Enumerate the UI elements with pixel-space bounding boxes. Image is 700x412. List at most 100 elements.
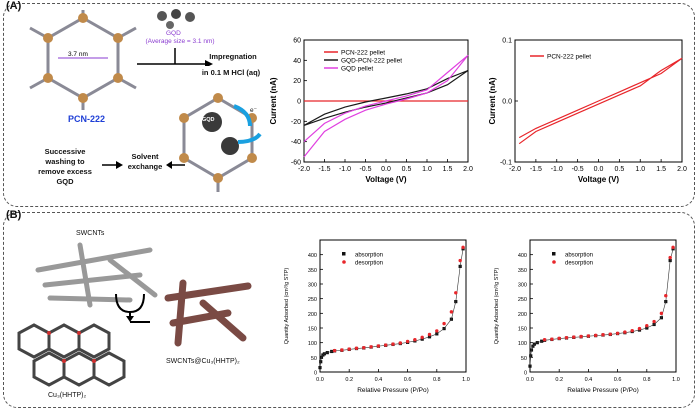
data-point-desorption <box>671 245 675 250</box>
data-point-desorption <box>347 347 351 351</box>
x-tick-label: -0.5 <box>359 166 371 173</box>
x-tick-label: 1.0 <box>635 166 645 173</box>
data-point-desorption <box>564 335 569 340</box>
y-tick-label: 100 <box>308 341 317 347</box>
y-axis-label: Quantity Adsorbed (cm³/g STP) <box>494 268 500 345</box>
legend-marker <box>552 252 556 256</box>
data-point-desorption <box>435 329 439 333</box>
legend-label: absorption <box>565 253 593 259</box>
data-point-desorption <box>601 333 605 337</box>
data-point-desorption <box>615 331 620 335</box>
y-axis-label: Current (nA) <box>488 77 497 124</box>
x-tick-label: 1.5 <box>443 166 453 173</box>
panel-b-label: (B) <box>6 209 22 221</box>
data-point-desorption <box>664 294 668 298</box>
x-tick-label: 0.0 <box>594 166 604 173</box>
y-tick-label: 0.1 <box>502 38 512 45</box>
data-point-desorption <box>454 291 458 295</box>
data-point-desorption <box>652 319 656 324</box>
data-point-desorption <box>384 343 388 347</box>
step-wash-1: Successive <box>44 147 86 156</box>
gqd-dots <box>157 9 195 29</box>
y-tick-label: 0 <box>314 371 317 377</box>
y-tick-label: -20 <box>291 119 301 126</box>
data-point-desorption <box>586 334 591 338</box>
isotherm-chart-1: 0.0 0.2 0.4 0.6 0.8 1.0 0 50 100 150 200 250 300 350 4… <box>284 239 470 394</box>
legend-label: GQD pellet <box>341 66 373 73</box>
step-wash-2: washing to <box>45 157 85 166</box>
data-point-desorption <box>332 348 337 353</box>
series-line-absorption <box>529 248 674 367</box>
x-tick-label: -1.5 <box>318 166 330 173</box>
y-tick-label: 200 <box>308 312 317 318</box>
x-tick-label: 0.5 <box>615 166 625 173</box>
step-solvent-1: Solvent <box>131 152 159 161</box>
data-point-desorption <box>668 255 672 260</box>
data-point-desorption <box>369 345 373 349</box>
step-wash-3: remove excess <box>38 167 92 176</box>
x-tick-label: 1.0 <box>462 377 470 383</box>
data-point-desorption <box>442 321 446 326</box>
x-tick-label: 0.6 <box>614 377 622 383</box>
y-tick-label: 40 <box>293 58 301 65</box>
composite-label: SWCNTs@Cu₃(HHTP)₂ <box>166 358 240 365</box>
y-tick-label: 0.0 <box>502 99 512 106</box>
electron-label: e⁻ <box>250 107 258 114</box>
x-tick-label: 0.4 <box>585 377 593 383</box>
plot-frame <box>319 239 467 373</box>
x-tick-label: 0.6 <box>404 377 412 383</box>
panel-b <box>3 212 695 408</box>
y-tick-label: 300 <box>518 283 527 289</box>
y-tick-label: 250 <box>308 297 317 303</box>
data-point-desorption <box>449 310 454 314</box>
y-tick-label: 0 <box>297 99 301 106</box>
legend-marker <box>342 260 346 264</box>
x-tick-label: -1.0 <box>339 166 351 173</box>
gqd-pcn-222-framework <box>179 93 262 192</box>
legend-label: PCN-222 pellet <box>547 54 591 61</box>
x-tick-label: 1.0 <box>422 166 432 173</box>
series-line-0 <box>518 57 683 145</box>
y-axis-label: Current (nA) <box>269 77 278 124</box>
cu-hhtp-label: Cu₃(HHTP)₂ <box>48 392 87 399</box>
data-point-desorption <box>354 346 359 350</box>
x-tick-label: 0.5 <box>402 166 412 173</box>
data-point-desorption <box>391 342 395 346</box>
x-tick-label: -2.0 <box>298 166 310 173</box>
x-tick-label: -2.0 <box>509 166 521 173</box>
y-tick-label: 400 <box>308 253 317 259</box>
data-point-desorption <box>362 345 366 350</box>
x-axis-label: Voltage (V) <box>578 175 620 184</box>
legend-label: desorption <box>355 261 383 267</box>
data-point-desorption <box>413 338 417 342</box>
process-arrow-3 <box>166 161 185 169</box>
panel-a-label: (A) <box>6 0 22 12</box>
x-tick-label: 2.0 <box>463 166 473 173</box>
pore-size-label: 3.7 nm <box>68 51 88 58</box>
x-axis-label: Relative Pressure (P/Po) <box>567 387 639 394</box>
data-point-desorption <box>659 311 664 316</box>
legend-label: PCN-222 pellet <box>341 50 385 57</box>
data-point-desorption <box>376 344 381 348</box>
data-point-desorption <box>594 333 598 338</box>
data-point-desorption <box>557 336 561 340</box>
gqd-size-label: (Average size = 3.1 nm) <box>145 38 215 45</box>
data-point-desorption <box>645 323 649 328</box>
data-point-desorption <box>398 341 402 345</box>
legend-marker <box>342 252 346 256</box>
x-tick-label: 0.8 <box>643 377 651 383</box>
x-tick-label: 0.8 <box>433 377 441 383</box>
panel-a <box>3 3 695 207</box>
x-tick-label: -1.0 <box>551 166 563 173</box>
y-tick-label: 350 <box>518 268 527 274</box>
y-tick-label: -0.1 <box>500 160 512 167</box>
series-line-1 <box>303 69 469 126</box>
data-point-desorption <box>637 326 642 331</box>
x-axis-label: Relative Pressure (P/Po) <box>357 387 429 394</box>
y-tick-label: 100 <box>518 341 527 347</box>
data-point-desorption <box>608 332 612 336</box>
x-tick-label: 0.2 <box>555 377 563 383</box>
step-impregnation-1: Impregnation <box>209 52 257 61</box>
data-point-desorption <box>542 338 547 342</box>
gqd-tag-label: GQD <box>202 117 215 123</box>
